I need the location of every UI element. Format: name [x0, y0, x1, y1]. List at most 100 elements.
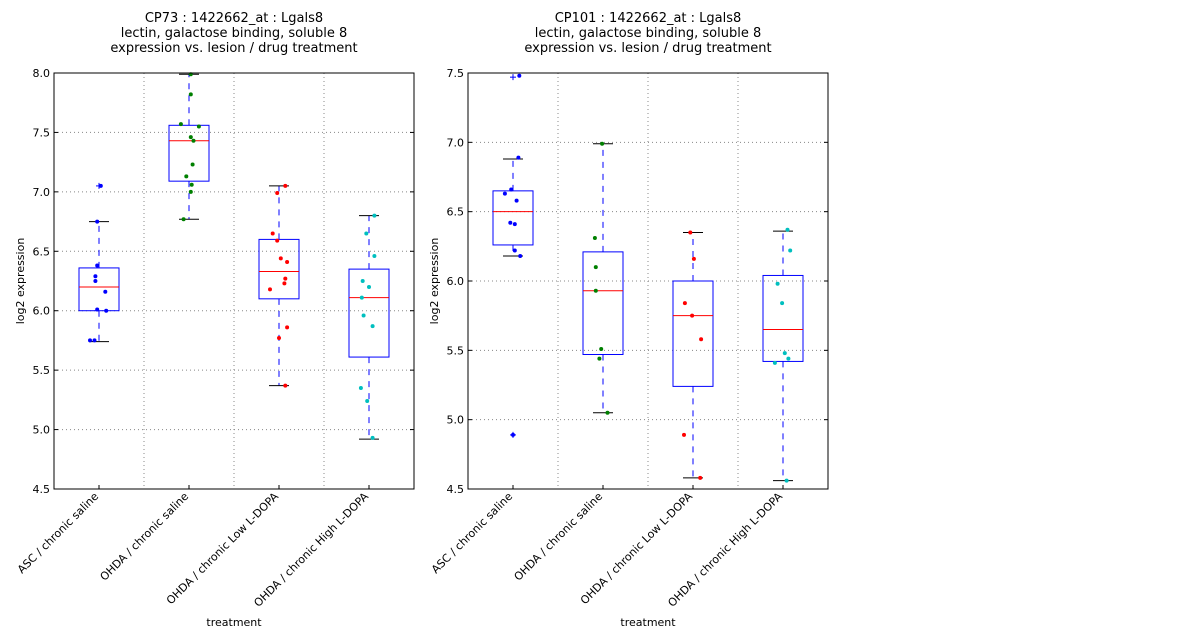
box-iqr — [492, 190, 534, 246]
data-point — [88, 338, 92, 343]
data-point — [188, 189, 193, 194]
y-tick-label: 6.5 — [447, 206, 465, 219]
box-3 — [258, 185, 300, 387]
y-axis-label: log2 expression — [428, 238, 441, 325]
x-axis-label: treatment — [206, 616, 262, 629]
data-point — [95, 263, 100, 268]
data-point — [600, 141, 605, 146]
data-point — [270, 231, 275, 236]
data-point — [370, 435, 375, 440]
box-iqr — [582, 251, 624, 355]
box-4 — [348, 215, 390, 440]
data-point — [592, 236, 597, 241]
data-point — [788, 248, 793, 253]
data-point — [512, 248, 517, 253]
data-point — [178, 122, 183, 127]
chart-title-line: lectin, galactose binding, soluble 8 — [121, 26, 347, 41]
data-point — [103, 289, 108, 294]
y-tick-label: 7.0 — [33, 186, 51, 199]
y-tick-label: 8.0 — [33, 67, 51, 80]
y-tick-label: 7.5 — [33, 126, 51, 139]
data-point — [372, 254, 377, 259]
y-tick-label: 6.0 — [447, 275, 465, 288]
data-point — [188, 92, 193, 97]
data-point — [370, 324, 375, 329]
y-tick-label: 5.5 — [33, 364, 51, 377]
data-point — [512, 222, 517, 227]
data-point — [775, 281, 780, 286]
data-point — [691, 256, 696, 261]
box-1 — [78, 182, 120, 343]
plot-frame — [467, 72, 829, 490]
x-tick-label: OHDA / chronic saline — [512, 490, 606, 584]
data-point — [516, 155, 521, 160]
y-tick-label: 5.0 — [447, 414, 465, 427]
data-point — [95, 307, 100, 312]
data-point — [599, 346, 604, 351]
data-point — [282, 281, 287, 286]
data-point — [93, 279, 98, 283]
data-point — [509, 187, 514, 192]
chart-title-line: CP73 : 1422662_at : Lgals8 — [145, 11, 323, 26]
data-point — [593, 265, 598, 270]
data-point — [92, 338, 97, 343]
data-point — [367, 284, 371, 289]
data-point — [508, 220, 513, 225]
y-tick-label: 6.5 — [33, 245, 51, 258]
data-point — [275, 238, 280, 243]
box-iqr — [258, 238, 300, 300]
data-point — [786, 356, 791, 361]
data-point — [514, 198, 519, 203]
data-point — [191, 138, 196, 143]
chart-title-line: expression vs. lesion / drug treatment — [524, 41, 771, 56]
data-point — [593, 288, 598, 293]
box-iqr — [78, 267, 120, 312]
data-point — [502, 191, 507, 196]
data-point — [517, 73, 522, 78]
box-4 — [762, 230, 804, 482]
y-tick-label: 5.5 — [447, 344, 465, 357]
data-point — [188, 135, 193, 140]
chart-title-line: lectin, galactose binding, soluble 8 — [535, 26, 761, 41]
data-point — [605, 410, 610, 415]
data-point — [365, 399, 370, 404]
box-iqr — [762, 274, 804, 362]
data-point — [285, 325, 290, 330]
data-point — [699, 337, 704, 342]
data-point — [682, 301, 687, 306]
data-point — [511, 432, 515, 437]
data-point — [359, 295, 364, 300]
box-iqr — [168, 124, 210, 182]
plot-frame — [53, 72, 415, 490]
data-point — [275, 191, 280, 196]
data-point — [104, 308, 109, 313]
data-point — [784, 478, 789, 483]
data-point — [782, 351, 787, 356]
data-point — [688, 230, 693, 235]
data-point — [690, 313, 695, 318]
data-point — [184, 174, 189, 179]
y-tick-label: 7.5 — [447, 67, 465, 80]
data-point — [93, 274, 98, 279]
data-point — [360, 279, 365, 283]
data-point — [98, 183, 103, 188]
y-tick-label: 4.5 — [447, 483, 465, 496]
data-point — [190, 162, 195, 167]
y-tick-label: 4.5 — [33, 483, 51, 496]
box-iqr — [672, 280, 714, 387]
y-tick-label: 7.0 — [447, 136, 465, 149]
y-tick-label: 5.0 — [33, 424, 51, 437]
data-point — [372, 213, 377, 218]
chart-title-line: CP101 : 1422662_at : Lgals8 — [555, 11, 742, 26]
data-point — [278, 256, 283, 261]
data-point — [283, 383, 288, 388]
data-point — [780, 301, 785, 306]
data-point — [95, 219, 100, 224]
data-point — [597, 356, 602, 361]
data-point — [785, 227, 790, 232]
data-point — [698, 475, 703, 480]
data-point — [518, 254, 523, 259]
